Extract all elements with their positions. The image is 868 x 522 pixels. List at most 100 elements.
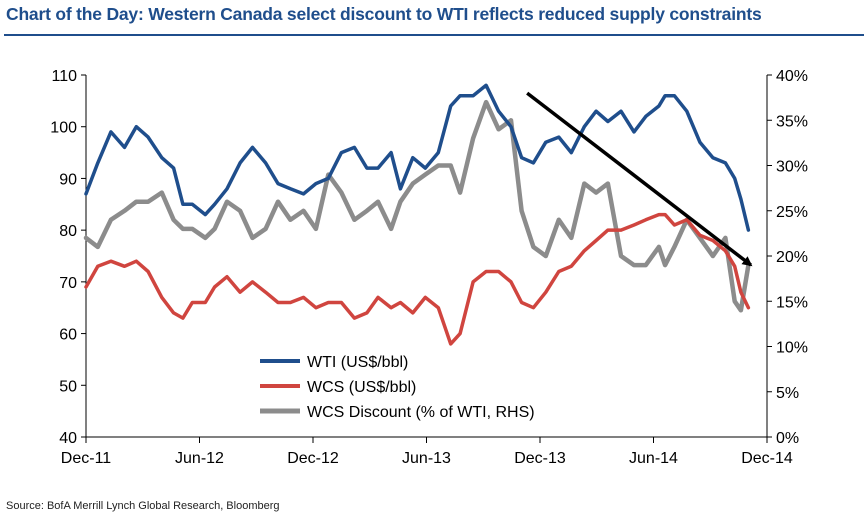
wcs-series-point <box>583 250 586 252</box>
wcs-series-point <box>595 239 597 242</box>
wcs-series-point <box>673 224 676 226</box>
y-right-tick-label: 25% <box>776 204 808 221</box>
wcs-series-point <box>497 270 500 273</box>
wcs-series-point <box>570 265 573 268</box>
wcs-discount-series-point <box>289 219 292 221</box>
y-right-tick-label: 5% <box>776 385 799 402</box>
y-left-tick-label: 80 <box>59 223 77 240</box>
wti-series-point <box>558 136 560 138</box>
wti-series-point <box>226 188 228 190</box>
wcs-discount-series-point <box>472 137 474 140</box>
wcs-series-point <box>740 291 742 294</box>
y-right-tick-label: 40% <box>776 68 808 85</box>
wcs-series-point <box>532 306 535 309</box>
wcs-series-point <box>123 265 126 268</box>
wti-series-point <box>123 146 126 149</box>
wcs-discount-series-point <box>123 210 126 212</box>
x-tick-label: Jun-13 <box>402 450 451 467</box>
wti-series-point <box>213 203 216 206</box>
y-right-tick-label: 15% <box>776 294 808 311</box>
wcs-discount-series-point <box>135 200 138 203</box>
wcs-series-point <box>390 306 392 309</box>
title-divider <box>4 34 864 36</box>
wcs-series-point <box>658 213 660 216</box>
wcs-series-point <box>520 301 523 304</box>
y-left-tick-label: 90 <box>59 171 77 188</box>
wcs-series-point <box>226 275 228 278</box>
wcs-discount-series-point <box>226 200 228 203</box>
wcs-series-point <box>558 270 560 273</box>
wcs-discount-series-point <box>510 119 512 122</box>
wti-series-point <box>302 193 305 195</box>
wti-series-point <box>340 151 343 154</box>
wti-series-point <box>545 141 547 143</box>
wti-series-point <box>733 177 736 180</box>
wcs-series-point <box>712 239 714 242</box>
wcs-series-point <box>315 306 317 309</box>
wti-series-point <box>289 188 292 190</box>
wcs-discount-series-point <box>520 210 523 212</box>
wti-series-line <box>84 83 751 232</box>
wcs-discount-series-point <box>110 219 112 221</box>
wti-series-point <box>277 182 279 185</box>
wcs-discount-series-point <box>147 200 149 203</box>
wti-series-point <box>161 156 163 159</box>
wti-series-point <box>264 162 267 164</box>
wti-series-point <box>497 110 500 112</box>
y-right-tick-label: 10% <box>776 340 808 357</box>
wcs-series-point <box>733 265 736 268</box>
wcs-series-point <box>686 219 688 221</box>
wcs-discount-series-point <box>545 255 547 257</box>
wcs-series-point <box>97 265 99 268</box>
wcs-series-point <box>607 229 609 231</box>
wcs-discount-series-point <box>633 264 635 266</box>
wti-series-point <box>366 167 368 169</box>
wti-series-point <box>607 120 609 123</box>
wcs-discount-series-point <box>353 219 356 221</box>
wcs-series-point <box>172 312 175 314</box>
wcs-discount-series-point <box>264 228 267 230</box>
wti-series-point <box>645 115 647 118</box>
wti-series-point <box>570 151 573 154</box>
wti-series-point <box>712 156 714 159</box>
wcs-discount-series-point <box>699 237 701 239</box>
wti-series-point <box>472 94 474 97</box>
wti-series-point <box>377 167 379 169</box>
wcs-discount-series-point <box>251 237 254 239</box>
wcs-series-point <box>485 270 487 273</box>
wti-series-point <box>664 94 666 97</box>
x-tick-label: Jun-12 <box>175 450 224 467</box>
wti-series-point <box>399 188 402 190</box>
x-tick-label: Dec-14 <box>741 450 793 467</box>
wcs-discount-series-point <box>191 228 194 230</box>
wcs-discount-series-point <box>607 182 609 185</box>
wcs-series-point <box>724 250 727 252</box>
wcs-discount-series-point <box>390 228 392 230</box>
wcs-series-point <box>340 301 343 304</box>
wcs-discount-series-point <box>740 309 742 312</box>
x-tick-label: Dec-11 <box>61 450 111 467</box>
wcs-discount-series-point <box>437 164 440 167</box>
wcs-series-point <box>424 296 427 299</box>
wcs-discount-series-point <box>277 200 279 203</box>
wcs-discount-series-point <box>485 101 487 103</box>
wti-series-point <box>172 167 175 169</box>
wti-series-point <box>390 151 392 154</box>
y-right-tick-label: 30% <box>776 159 808 176</box>
wcs-series-point <box>472 281 474 283</box>
y-left-tick-label: 100 <box>50 120 77 137</box>
wti-series-point <box>595 110 597 112</box>
y-left-tick-label: 50 <box>59 378 77 395</box>
wcs-discount-series-point <box>315 228 317 230</box>
source-note: Source: BofA Merrill Lynch Global Resear… <box>6 500 280 512</box>
wcs-discount-series-point <box>161 191 163 194</box>
wcs-discount-series-point <box>558 219 560 221</box>
wcs-series-point <box>135 260 138 263</box>
y-left-tick-label: 60 <box>59 327 77 344</box>
wcs-discount-series-point <box>497 128 500 131</box>
wcs-series-point <box>239 291 241 294</box>
wti-series-point <box>135 125 138 128</box>
wcs-series-point <box>264 291 267 294</box>
wti-series-point <box>239 162 241 164</box>
